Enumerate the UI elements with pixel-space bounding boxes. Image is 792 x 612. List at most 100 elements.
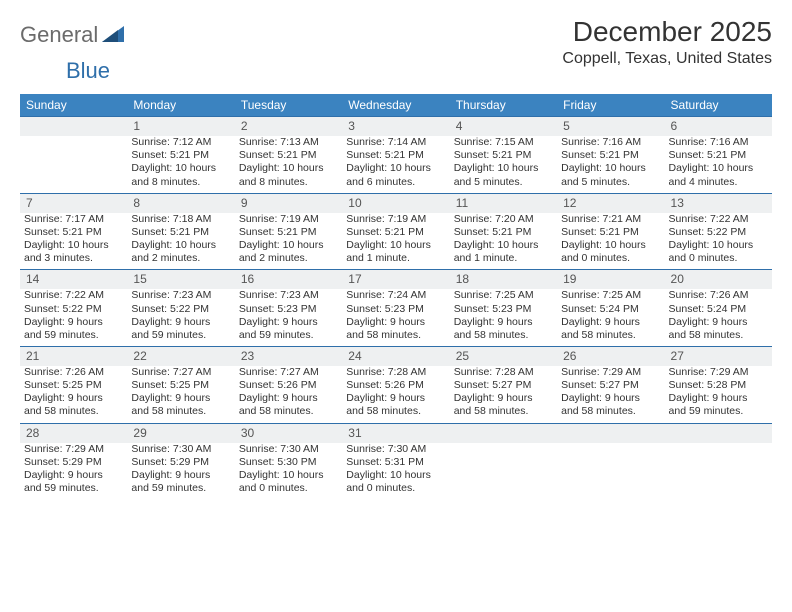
day-number: 18: [450, 270, 557, 290]
day-info: Sunrise: 7:28 AMSunset: 5:27 PMDaylight:…: [450, 366, 557, 423]
day-info: Sunrise: 7:20 AMSunset: 5:21 PMDaylight:…: [450, 213, 557, 270]
day-info: Sunrise: 7:18 AMSunset: 5:21 PMDaylight:…: [127, 213, 234, 270]
day-sunrise: Sunrise: 7:27 AM: [131, 366, 230, 379]
day-dl1: Daylight: 10 hours: [24, 239, 123, 252]
day-sunset: Sunset: 5:24 PM: [561, 303, 660, 316]
day-dl1: Daylight: 9 hours: [454, 392, 553, 405]
day-number: 13: [665, 193, 772, 213]
day-info: Sunrise: 7:25 AMSunset: 5:23 PMDaylight:…: [450, 289, 557, 346]
day-number: 16: [235, 270, 342, 290]
day-number-text: 18: [456, 272, 469, 286]
day-dl1: Daylight: 9 hours: [346, 392, 445, 405]
day-dl1: Daylight: 10 hours: [454, 239, 553, 252]
day-sunrise: Sunrise: 7:26 AM: [24, 366, 123, 379]
day-dl1: Daylight: 9 hours: [239, 316, 338, 329]
day-info: Sunrise: 7:24 AMSunset: 5:23 PMDaylight:…: [342, 289, 449, 346]
day-number: 24: [342, 346, 449, 366]
day-number-text: 21: [26, 349, 39, 363]
day-dl2: and 59 minutes.: [131, 329, 230, 342]
day-sunrise: Sunrise: 7:17 AM: [24, 213, 123, 226]
day-sunset: Sunset: 5:27 PM: [454, 379, 553, 392]
day-sunset: Sunset: 5:26 PM: [239, 379, 338, 392]
day-dl1: Daylight: 9 hours: [346, 316, 445, 329]
day-dl2: and 58 minutes.: [454, 405, 553, 418]
day-info: Sunrise: 7:26 AMSunset: 5:25 PMDaylight:…: [20, 366, 127, 423]
day-dl2: and 4 minutes.: [669, 176, 768, 189]
day-number-text: 26: [563, 349, 576, 363]
day-info: Sunrise: 7:22 AMSunset: 5:22 PMDaylight:…: [665, 213, 772, 270]
day-dl2: and 8 minutes.: [239, 176, 338, 189]
day-number-text: 8: [133, 196, 140, 210]
day-sunrise: Sunrise: 7:28 AM: [346, 366, 445, 379]
day-number-text: 20: [671, 272, 684, 286]
day-sunrise: Sunrise: 7:29 AM: [669, 366, 768, 379]
day-sunset: Sunset: 5:29 PM: [24, 456, 123, 469]
day-sunrise: Sunrise: 7:23 AM: [239, 289, 338, 302]
day-number: 20: [665, 270, 772, 290]
day-number: 7: [20, 193, 127, 213]
col-friday: Friday: [557, 94, 664, 117]
day-number-text: 2: [241, 119, 248, 133]
day-sunrise: Sunrise: 7:30 AM: [131, 443, 230, 456]
day-number-text: 25: [456, 349, 469, 363]
day-number: 25: [450, 346, 557, 366]
day-number: 12: [557, 193, 664, 213]
day-sunrise: Sunrise: 7:29 AM: [561, 366, 660, 379]
day-number-text: 31: [348, 426, 361, 440]
day-number-text: 15: [133, 272, 146, 286]
day-dl1: Daylight: 10 hours: [131, 239, 230, 252]
day-info: Sunrise: 7:23 AMSunset: 5:22 PMDaylight:…: [127, 289, 234, 346]
day-dl2: and 58 minutes.: [346, 405, 445, 418]
day-dl1: Daylight: 9 hours: [239, 392, 338, 405]
day-info: Sunrise: 7:23 AMSunset: 5:23 PMDaylight:…: [235, 289, 342, 346]
day-info: Sunrise: 7:16 AMSunset: 5:21 PMDaylight:…: [557, 136, 664, 193]
day-number: 11: [450, 193, 557, 213]
day-number: 4: [450, 117, 557, 137]
day-number-text: 11: [456, 196, 468, 210]
day-dl2: and 5 minutes.: [561, 176, 660, 189]
day-sunset: Sunset: 5:21 PM: [131, 149, 230, 162]
day-sunset: Sunset: 5:25 PM: [24, 379, 123, 392]
day-dl1: Daylight: 10 hours: [131, 162, 230, 175]
day-number-text: 30: [241, 426, 254, 440]
day-dl2: and 58 minutes.: [346, 329, 445, 342]
day-info: Sunrise: 7:15 AMSunset: 5:21 PMDaylight:…: [450, 136, 557, 193]
day-dl2: and 8 minutes.: [131, 176, 230, 189]
day-sunrise: Sunrise: 7:21 AM: [561, 213, 660, 226]
day-sunrise: Sunrise: 7:30 AM: [346, 443, 445, 456]
day-number: 9: [235, 193, 342, 213]
col-saturday: Saturday: [665, 94, 772, 117]
day-sunset: Sunset: 5:22 PM: [131, 303, 230, 316]
day-dl2: and 0 minutes.: [239, 482, 338, 495]
day-sunset: Sunset: 5:21 PM: [346, 149, 445, 162]
day-number-text: 3: [348, 119, 355, 133]
day-sunrise: Sunrise: 7:23 AM: [131, 289, 230, 302]
weekday-header-row: Sunday Monday Tuesday Wednesday Thursday…: [20, 94, 772, 117]
day-dl1: Daylight: 10 hours: [346, 239, 445, 252]
day-sunset: Sunset: 5:25 PM: [131, 379, 230, 392]
day-info: [20, 136, 127, 193]
day-dl1: Daylight: 9 hours: [669, 316, 768, 329]
day-sunset: Sunset: 5:21 PM: [454, 149, 553, 162]
day-dl1: Daylight: 9 hours: [24, 392, 123, 405]
day-number: 29: [127, 423, 234, 443]
day-sunset: Sunset: 5:21 PM: [561, 226, 660, 239]
day-sunset: Sunset: 5:29 PM: [131, 456, 230, 469]
day-dl2: and 0 minutes.: [561, 252, 660, 265]
day-info: Sunrise: 7:27 AMSunset: 5:26 PMDaylight:…: [235, 366, 342, 423]
day-sunrise: Sunrise: 7:27 AM: [239, 366, 338, 379]
day-number: 1: [127, 117, 234, 137]
day-number-text: 12: [563, 196, 576, 210]
day-number-text: 19: [563, 272, 576, 286]
day-sunrise: Sunrise: 7:13 AM: [239, 136, 338, 149]
day-dl2: and 59 minutes.: [131, 482, 230, 495]
day-dl2: and 58 minutes.: [454, 329, 553, 342]
day-dl2: and 58 minutes.: [561, 329, 660, 342]
day-number-text: 16: [241, 272, 254, 286]
day-dl2: and 58 minutes.: [669, 329, 768, 342]
day-number: 14: [20, 270, 127, 290]
day-dl1: Daylight: 10 hours: [346, 469, 445, 482]
day-sunrise: Sunrise: 7:24 AM: [346, 289, 445, 302]
page-title: December 2025: [562, 16, 772, 48]
day-dl1: Daylight: 9 hours: [24, 469, 123, 482]
